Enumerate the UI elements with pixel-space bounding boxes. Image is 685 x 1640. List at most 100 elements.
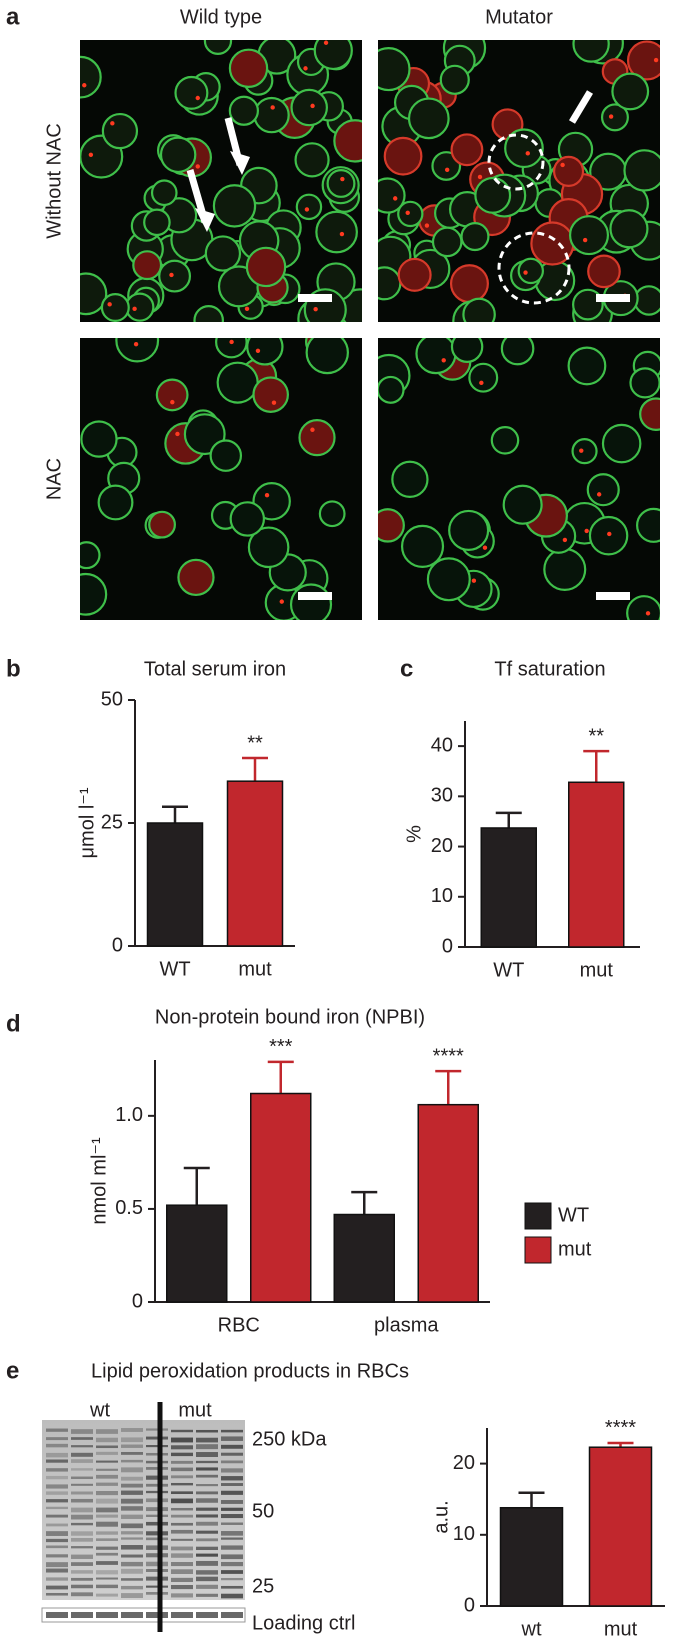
band (71, 1537, 93, 1542)
band (196, 1474, 218, 1478)
band (121, 1451, 143, 1455)
cell (636, 507, 660, 543)
cell (203, 40, 233, 55)
band (46, 1491, 68, 1495)
y-tick-label: 0 (132, 1290, 143, 1312)
cell (571, 438, 598, 465)
cell (318, 500, 346, 528)
cell (80, 272, 108, 316)
granule (339, 231, 345, 237)
cell (468, 362, 499, 393)
band (96, 1561, 118, 1565)
granule (264, 493, 270, 498)
cell (209, 439, 243, 472)
band (121, 1444, 143, 1448)
cell (601, 423, 642, 464)
cell (448, 509, 490, 551)
cell (407, 97, 450, 140)
band (146, 1498, 168, 1503)
band (171, 1562, 193, 1567)
cell (490, 426, 520, 455)
cell (295, 193, 323, 221)
band (171, 1522, 193, 1526)
cell (132, 250, 163, 281)
band (171, 1593, 193, 1598)
cell (586, 473, 620, 507)
band (121, 1459, 143, 1463)
band (146, 1585, 168, 1588)
band (146, 1531, 168, 1536)
band (121, 1585, 143, 1590)
bar (333, 1213, 395, 1303)
panel-letter: a (6, 3, 20, 30)
band (46, 1499, 68, 1503)
band (96, 1552, 118, 1556)
granule (471, 578, 477, 583)
cell (115, 338, 160, 363)
band (121, 1498, 143, 1504)
band (196, 1452, 218, 1457)
granule (133, 341, 139, 347)
granule (195, 95, 200, 101)
x-tick-label: mut (580, 959, 614, 981)
cell (229, 501, 266, 537)
y-tick-label: 0.5 (115, 1197, 143, 1219)
band (71, 1554, 93, 1559)
band (171, 1452, 193, 1457)
cell (500, 338, 535, 366)
band (46, 1592, 68, 1596)
cell (174, 75, 209, 110)
band (96, 1546, 118, 1550)
arrow-head (195, 208, 215, 232)
band (171, 1437, 193, 1443)
column-title: Mutator (485, 6, 553, 28)
legend-swatch (524, 1236, 552, 1264)
band (71, 1531, 93, 1536)
cell (80, 55, 102, 99)
significance: **** (433, 1045, 464, 1067)
band (146, 1452, 168, 1456)
marker-label: 250 kDa (252, 1428, 327, 1450)
granule (229, 339, 234, 345)
y-axis-label: nmol ml⁻¹ (88, 1137, 110, 1225)
cell (611, 72, 650, 111)
cell (391, 460, 429, 499)
loading-band (221, 1612, 243, 1618)
band (146, 1537, 168, 1541)
cell (397, 257, 432, 292)
cell (150, 179, 178, 207)
marker-label: Loading ctrl (252, 1612, 355, 1634)
band (121, 1483, 143, 1488)
band (121, 1531, 143, 1535)
band (46, 1523, 68, 1527)
band (46, 1554, 68, 1558)
y-tick-label: 20 (431, 835, 453, 857)
lane-label: wt (89, 1399, 110, 1421)
bar (499, 1506, 564, 1607)
band (221, 1452, 243, 1456)
band (196, 1507, 218, 1511)
band (196, 1514, 218, 1518)
band (71, 1468, 93, 1471)
band (171, 1546, 193, 1551)
cell (572, 288, 604, 321)
cell (383, 136, 423, 176)
band (121, 1545, 143, 1550)
x-tick-label: plasma (374, 1314, 439, 1336)
cell (517, 257, 545, 285)
band (46, 1437, 68, 1441)
cell (629, 367, 660, 399)
cell (568, 215, 610, 256)
cell (415, 338, 457, 375)
cell (246, 338, 284, 366)
panel-title: Lipid peroxidation products in RBCs (91, 1360, 409, 1382)
highlight (497, 231, 571, 305)
cell (626, 595, 660, 620)
band (196, 1570, 218, 1575)
granule (323, 40, 329, 45)
cell (80, 420, 118, 458)
loading-band (171, 1612, 193, 1618)
bar (480, 827, 537, 948)
cell (450, 133, 484, 167)
band (196, 1576, 218, 1582)
